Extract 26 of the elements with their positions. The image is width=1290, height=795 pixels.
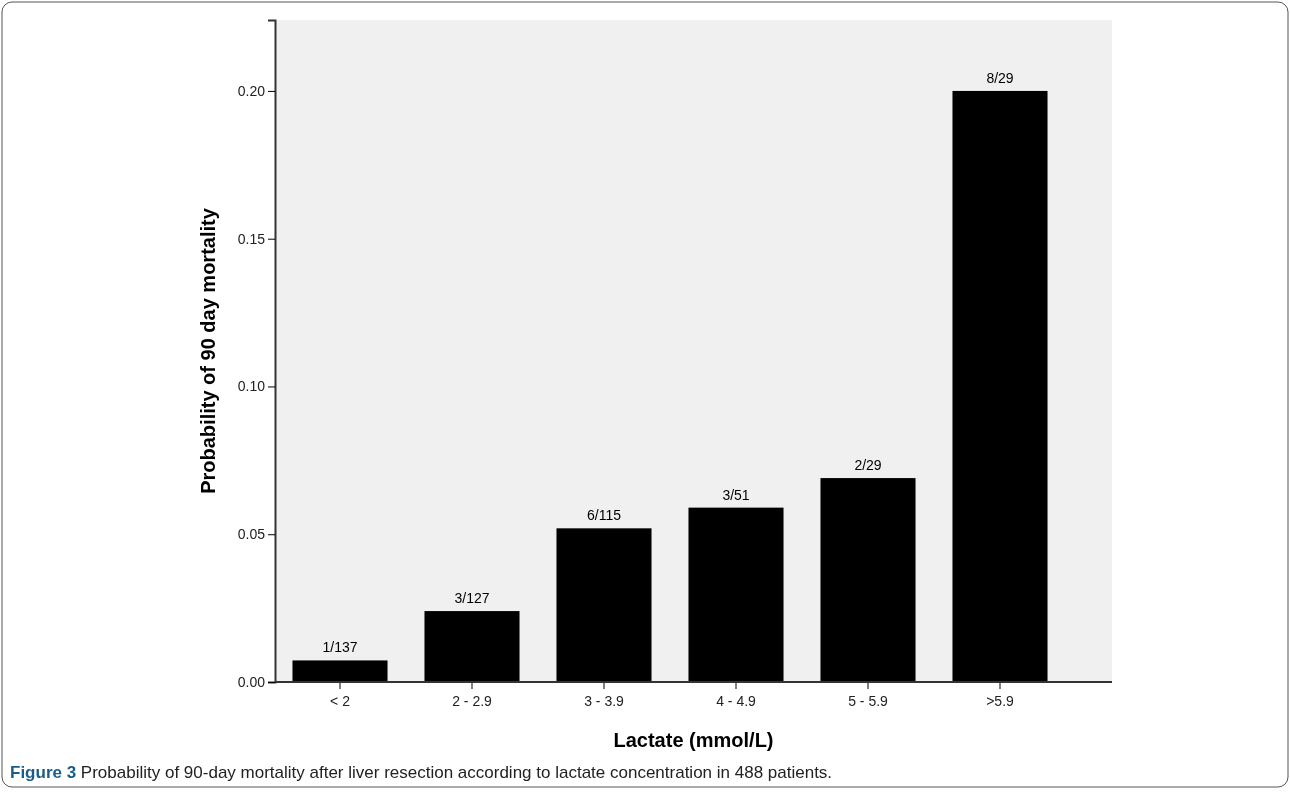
y-axis-title: Probability of 90 day mortality bbox=[197, 207, 219, 494]
x-axis-title: Lactate (mmol/L) bbox=[613, 729, 774, 751]
bar bbox=[688, 507, 784, 682]
caption: Figure 3 Probability of 90-day mortality after liver resection according to lactate concentration in 488 patients. bbox=[10, 763, 833, 782]
bar bbox=[424, 611, 520, 682]
x-tick-label: >5.9 bbox=[986, 693, 1015, 709]
y-tick-label: 0.15 bbox=[237, 230, 266, 247]
x-tick-label: 4 - 4.9 bbox=[716, 693, 757, 709]
data-label: 3/127 bbox=[454, 590, 490, 607]
bar bbox=[952, 90, 1048, 682]
y-tick-label: 0.20 bbox=[237, 82, 266, 99]
bar bbox=[820, 478, 916, 682]
y-tick-label: 0.05 bbox=[237, 526, 266, 543]
y-tick-label: 0.10 bbox=[237, 378, 266, 395]
x-tick-label: 3 - 3.9 bbox=[584, 693, 625, 709]
data-label: 2/29 bbox=[854, 457, 882, 474]
bar bbox=[292, 660, 388, 682]
data-label: 8/29 bbox=[986, 69, 1014, 86]
y-tick-label: 0.00 bbox=[237, 673, 266, 690]
bar bbox=[556, 528, 652, 682]
data-label: 3/51 bbox=[722, 486, 750, 503]
data-label: 6/115 bbox=[587, 507, 622, 524]
x-tick-label: 2 - 2.9 bbox=[452, 693, 493, 709]
data-label: 1/137 bbox=[322, 639, 358, 656]
x-tick-label: < 2 bbox=[330, 693, 351, 709]
x-tick-label: 5 - 5.9 bbox=[848, 693, 889, 709]
